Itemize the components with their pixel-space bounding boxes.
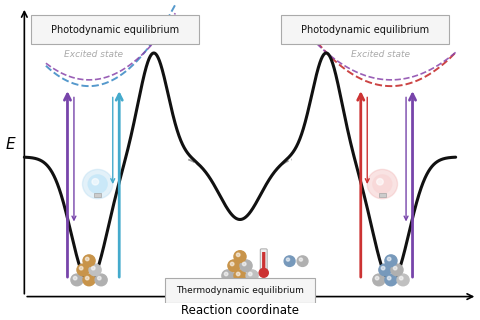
Circle shape bbox=[222, 270, 234, 282]
Circle shape bbox=[83, 255, 95, 267]
Circle shape bbox=[373, 175, 392, 193]
Circle shape bbox=[85, 257, 89, 261]
Circle shape bbox=[377, 179, 384, 185]
FancyBboxPatch shape bbox=[165, 278, 315, 303]
Circle shape bbox=[85, 276, 89, 280]
Circle shape bbox=[89, 264, 101, 276]
FancyBboxPatch shape bbox=[262, 252, 265, 273]
Circle shape bbox=[385, 274, 397, 286]
Circle shape bbox=[284, 256, 295, 267]
Circle shape bbox=[234, 270, 246, 282]
FancyBboxPatch shape bbox=[31, 15, 199, 44]
FancyBboxPatch shape bbox=[95, 193, 101, 197]
Circle shape bbox=[236, 253, 240, 257]
Text: E: E bbox=[6, 137, 15, 152]
Circle shape bbox=[373, 274, 385, 286]
Text: Photodynamic equilibrium: Photodynamic equilibrium bbox=[301, 25, 429, 35]
Circle shape bbox=[97, 276, 101, 280]
Circle shape bbox=[83, 169, 113, 199]
Circle shape bbox=[228, 260, 240, 272]
Circle shape bbox=[224, 272, 228, 276]
Text: Excited state: Excited state bbox=[64, 50, 123, 59]
Circle shape bbox=[367, 169, 397, 199]
Circle shape bbox=[95, 274, 107, 286]
Circle shape bbox=[299, 258, 302, 261]
Text: Excited state: Excited state bbox=[351, 50, 409, 59]
Circle shape bbox=[77, 264, 89, 276]
Text: Photodynamic equilibrium: Photodynamic equilibrium bbox=[51, 25, 179, 35]
Circle shape bbox=[287, 258, 289, 261]
Circle shape bbox=[249, 272, 252, 276]
Circle shape bbox=[387, 276, 391, 280]
Circle shape bbox=[375, 276, 379, 280]
Circle shape bbox=[242, 262, 246, 266]
Circle shape bbox=[387, 257, 391, 261]
Circle shape bbox=[297, 256, 308, 267]
Circle shape bbox=[240, 260, 252, 272]
Circle shape bbox=[379, 264, 391, 276]
Circle shape bbox=[246, 270, 258, 282]
Circle shape bbox=[391, 264, 403, 276]
Circle shape bbox=[399, 276, 403, 280]
Circle shape bbox=[92, 267, 95, 270]
Circle shape bbox=[236, 272, 240, 276]
Circle shape bbox=[397, 274, 409, 286]
FancyBboxPatch shape bbox=[379, 193, 385, 197]
Circle shape bbox=[394, 267, 397, 270]
Circle shape bbox=[381, 267, 385, 270]
Circle shape bbox=[259, 268, 268, 277]
Text: Thermodynamic equilibrium: Thermodynamic equilibrium bbox=[176, 286, 304, 295]
Circle shape bbox=[88, 175, 107, 193]
Circle shape bbox=[71, 274, 83, 286]
X-axis label: Reaction coordinate: Reaction coordinate bbox=[181, 304, 299, 317]
Circle shape bbox=[79, 267, 83, 270]
FancyBboxPatch shape bbox=[260, 249, 267, 274]
Circle shape bbox=[73, 276, 77, 280]
Circle shape bbox=[83, 274, 95, 286]
Circle shape bbox=[230, 262, 234, 266]
FancyBboxPatch shape bbox=[281, 15, 449, 44]
Circle shape bbox=[234, 251, 246, 262]
Circle shape bbox=[385, 255, 397, 267]
Circle shape bbox=[92, 179, 98, 185]
